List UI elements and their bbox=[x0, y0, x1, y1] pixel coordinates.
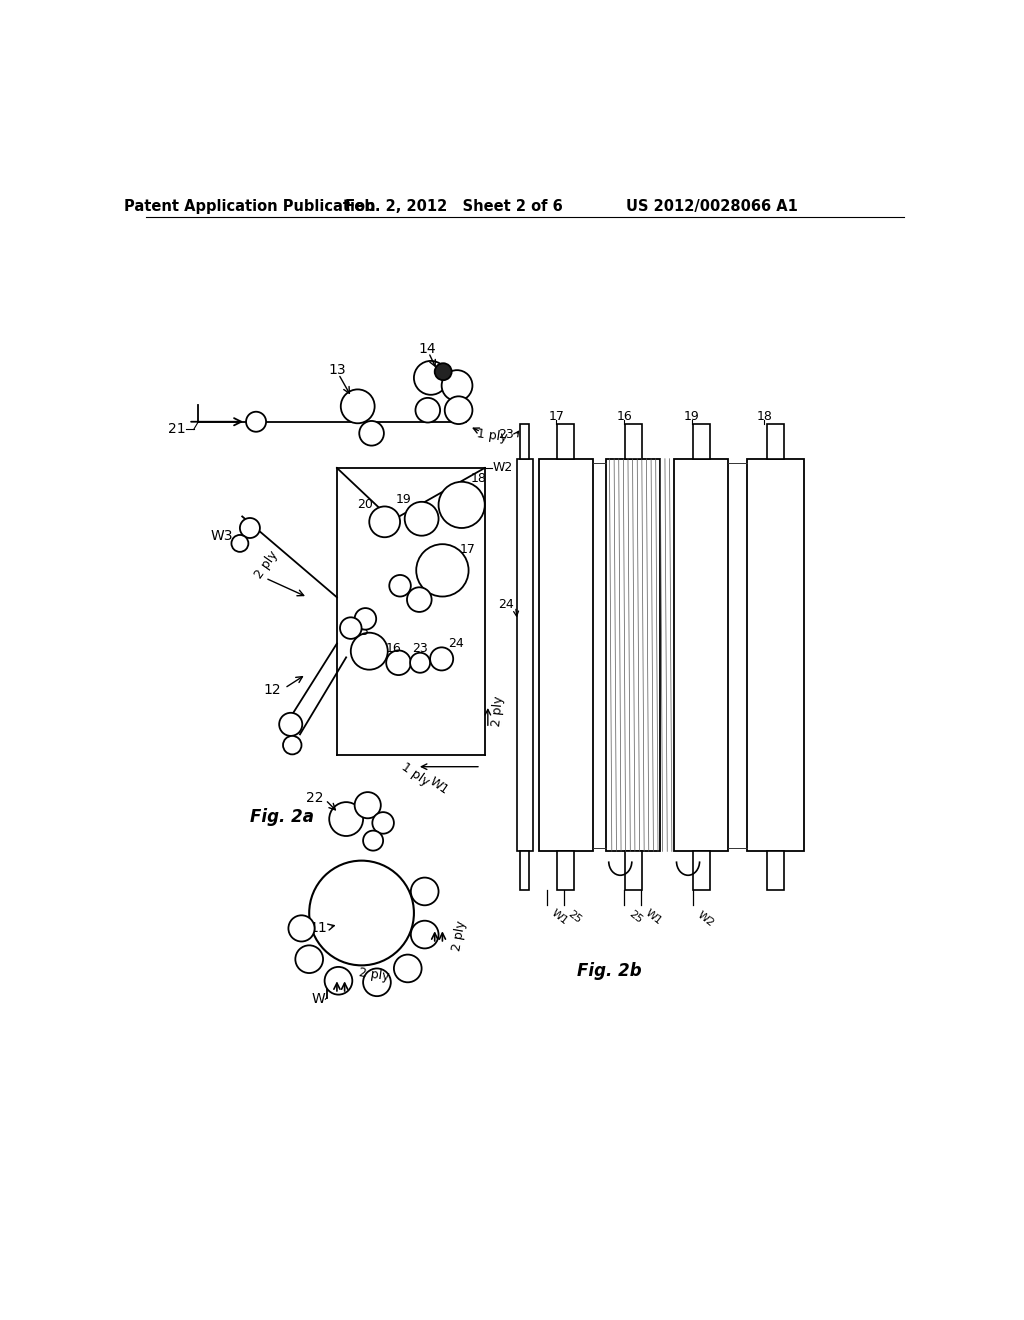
Circle shape bbox=[283, 737, 301, 755]
Text: 2 ply: 2 ply bbox=[451, 920, 468, 952]
Circle shape bbox=[280, 713, 302, 737]
Circle shape bbox=[370, 507, 400, 537]
Text: Fig. 2b: Fig. 2b bbox=[578, 962, 642, 979]
Text: 21: 21 bbox=[168, 422, 186, 437]
Bar bbox=[625, 424, 642, 459]
Circle shape bbox=[441, 370, 472, 401]
Text: 17: 17 bbox=[549, 409, 564, 422]
Text: 19: 19 bbox=[396, 492, 412, 506]
Text: W2: W2 bbox=[493, 462, 513, 474]
Circle shape bbox=[407, 587, 432, 612]
Circle shape bbox=[341, 389, 375, 424]
Circle shape bbox=[394, 954, 422, 982]
Text: US 2012/0028066 A1: US 2012/0028066 A1 bbox=[626, 198, 798, 214]
Bar bbox=[606, 459, 660, 851]
Text: 16: 16 bbox=[616, 409, 632, 422]
Text: Feb. 2, 2012   Sheet 2 of 6: Feb. 2, 2012 Sheet 2 of 6 bbox=[345, 198, 563, 214]
Circle shape bbox=[309, 861, 414, 965]
Circle shape bbox=[414, 360, 447, 395]
Circle shape bbox=[295, 945, 323, 973]
Bar bbox=[539, 459, 593, 851]
Circle shape bbox=[430, 647, 454, 671]
Text: 24: 24 bbox=[449, 638, 464, 649]
Circle shape bbox=[330, 803, 364, 836]
Bar bbox=[674, 459, 728, 851]
Text: 23: 23 bbox=[413, 643, 428, 656]
Bar bbox=[767, 424, 783, 459]
Bar bbox=[692, 851, 710, 890]
Text: 2 ply: 2 ply bbox=[252, 549, 281, 581]
Text: 19: 19 bbox=[684, 409, 699, 422]
Circle shape bbox=[246, 412, 266, 432]
Circle shape bbox=[354, 792, 381, 818]
Circle shape bbox=[340, 618, 361, 639]
Text: 2 ply: 2 ply bbox=[357, 966, 390, 983]
Text: 2 ply: 2 ply bbox=[490, 696, 506, 727]
Bar bbox=[625, 851, 642, 890]
Circle shape bbox=[411, 921, 438, 949]
Text: 18: 18 bbox=[757, 409, 772, 422]
Bar bbox=[520, 851, 529, 890]
Circle shape bbox=[416, 544, 469, 597]
Text: 23: 23 bbox=[499, 428, 514, 441]
Text: 12: 12 bbox=[263, 682, 281, 697]
Circle shape bbox=[438, 482, 484, 528]
Circle shape bbox=[359, 421, 384, 446]
Text: W: W bbox=[311, 993, 326, 1006]
Circle shape bbox=[411, 878, 438, 906]
Circle shape bbox=[325, 966, 352, 995]
Text: W3: W3 bbox=[211, 529, 233, 543]
Circle shape bbox=[404, 502, 438, 536]
Text: 22: 22 bbox=[305, 791, 323, 804]
Circle shape bbox=[240, 517, 260, 539]
Text: 13: 13 bbox=[328, 363, 346, 378]
Text: 11: 11 bbox=[309, 921, 327, 936]
Text: 1 ply: 1 ply bbox=[399, 760, 432, 788]
Text: 16: 16 bbox=[386, 642, 401, 655]
Bar bbox=[520, 424, 529, 459]
Bar bbox=[746, 459, 804, 851]
Text: W1: W1 bbox=[550, 907, 569, 927]
Circle shape bbox=[389, 576, 411, 597]
Circle shape bbox=[416, 397, 440, 422]
Text: 14: 14 bbox=[418, 342, 436, 355]
Text: 1 ply: 1 ply bbox=[475, 428, 508, 444]
Text: 25: 25 bbox=[627, 908, 644, 925]
Text: W1: W1 bbox=[643, 907, 664, 927]
Circle shape bbox=[354, 609, 376, 630]
Circle shape bbox=[289, 915, 314, 941]
Text: Fig. 2a: Fig. 2a bbox=[250, 808, 314, 826]
Circle shape bbox=[364, 830, 383, 850]
Circle shape bbox=[373, 812, 394, 834]
Text: 25: 25 bbox=[566, 908, 584, 925]
Text: 15: 15 bbox=[353, 626, 370, 639]
Circle shape bbox=[410, 653, 430, 673]
Circle shape bbox=[386, 651, 411, 675]
Circle shape bbox=[364, 969, 391, 997]
Text: 17: 17 bbox=[460, 543, 476, 556]
Bar bbox=[557, 424, 574, 459]
Text: Patent Application Publication: Patent Application Publication bbox=[124, 198, 376, 214]
Text: 24: 24 bbox=[499, 598, 514, 611]
Text: 20: 20 bbox=[357, 499, 373, 511]
Bar bbox=[517, 459, 532, 851]
Bar bbox=[557, 851, 574, 890]
Circle shape bbox=[351, 632, 388, 669]
Circle shape bbox=[435, 363, 452, 380]
Text: W2: W2 bbox=[695, 909, 716, 929]
Circle shape bbox=[231, 535, 249, 552]
Bar bbox=[692, 424, 710, 459]
Circle shape bbox=[444, 396, 472, 424]
Bar bbox=[767, 851, 783, 890]
Text: 18: 18 bbox=[471, 473, 486, 486]
Text: W1: W1 bbox=[427, 775, 451, 797]
